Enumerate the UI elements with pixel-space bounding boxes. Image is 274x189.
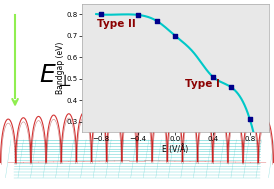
Text: $E_\perp$: $E_\perp$ xyxy=(39,63,71,89)
Text: Type II: Type II xyxy=(97,19,136,29)
Point xyxy=(99,13,103,16)
Point xyxy=(136,13,140,16)
Point xyxy=(173,34,178,37)
Point xyxy=(155,19,159,22)
Text: Type I: Type I xyxy=(185,79,219,89)
Y-axis label: Bandgap (eV): Bandgap (eV) xyxy=(56,42,65,94)
Point xyxy=(210,75,215,78)
Point xyxy=(229,86,233,89)
Point xyxy=(248,118,252,121)
X-axis label: E (V/Å): E (V/Å) xyxy=(162,144,189,154)
